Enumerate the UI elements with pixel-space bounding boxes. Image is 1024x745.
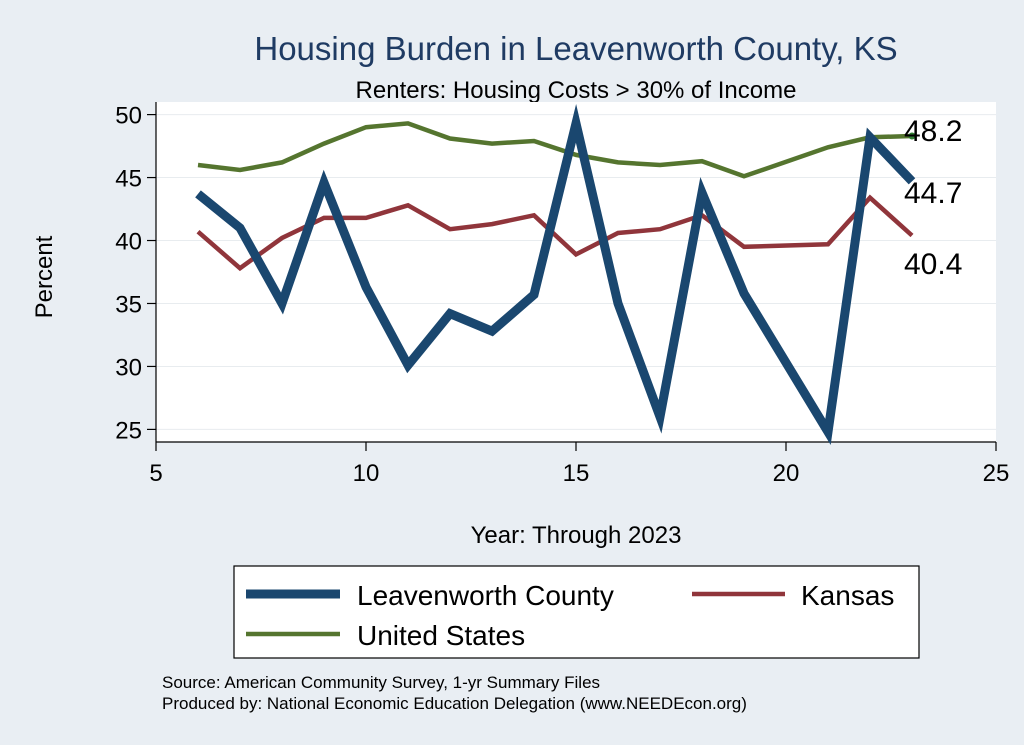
y-tick-label-50: 50 [115, 103, 142, 130]
end-label-kansas: 40.4 [904, 248, 962, 281]
legend-box [233, 565, 920, 659]
x-axis-label: Year: Through 2023 [471, 522, 682, 549]
y-tick-label-35: 35 [115, 291, 142, 318]
chart-subtitle: Renters: Housing Costs > 30% of Income [356, 77, 797, 104]
chart-title: Housing Burden in Leavenworth County, KS [254, 30, 897, 67]
legend-label-kansas: Kansas [801, 580, 894, 611]
legend: Leavenworth County Kansas United States [233, 565, 920, 659]
end-point-united-states [908, 132, 916, 140]
x-tick-label-20: 20 [773, 460, 800, 487]
legend-label-leavenworth-county: Leavenworth County [357, 580, 614, 611]
y-tick-label-45: 45 [115, 166, 142, 193]
y-ticks: 25 30 35 40 45 50 [115, 103, 156, 444]
series-line-leavenworth-county [195, 104, 916, 445]
series-layer [195, 104, 916, 445]
x-tick-label-25: 25 [983, 460, 1010, 487]
series-line-united-states [197, 121, 913, 179]
x-ticks: 5 10 15 20 25 [149, 442, 1009, 487]
source-note: Source: American Community Survey, 1-yr … [162, 673, 600, 692]
end-labels: 44.7 40.4 48.2 [904, 115, 962, 281]
x-tick-label-15: 15 [563, 460, 590, 487]
y-tick-label-30: 30 [115, 354, 142, 381]
produced-by-note: Produced by: National Economic Education… [162, 694, 747, 713]
x-tick-label-5: 5 [149, 460, 162, 487]
y-tick-label-25: 25 [115, 417, 142, 444]
legend-label-united-states: United States [357, 620, 525, 651]
y-axis-label: Percent [31, 235, 58, 318]
end-label-leavenworth-county: 44.7 [904, 177, 962, 210]
y-tick-label-40: 40 [115, 229, 142, 256]
end-label-united-states: 48.2 [904, 115, 962, 148]
x-tick-label-10: 10 [353, 460, 380, 487]
